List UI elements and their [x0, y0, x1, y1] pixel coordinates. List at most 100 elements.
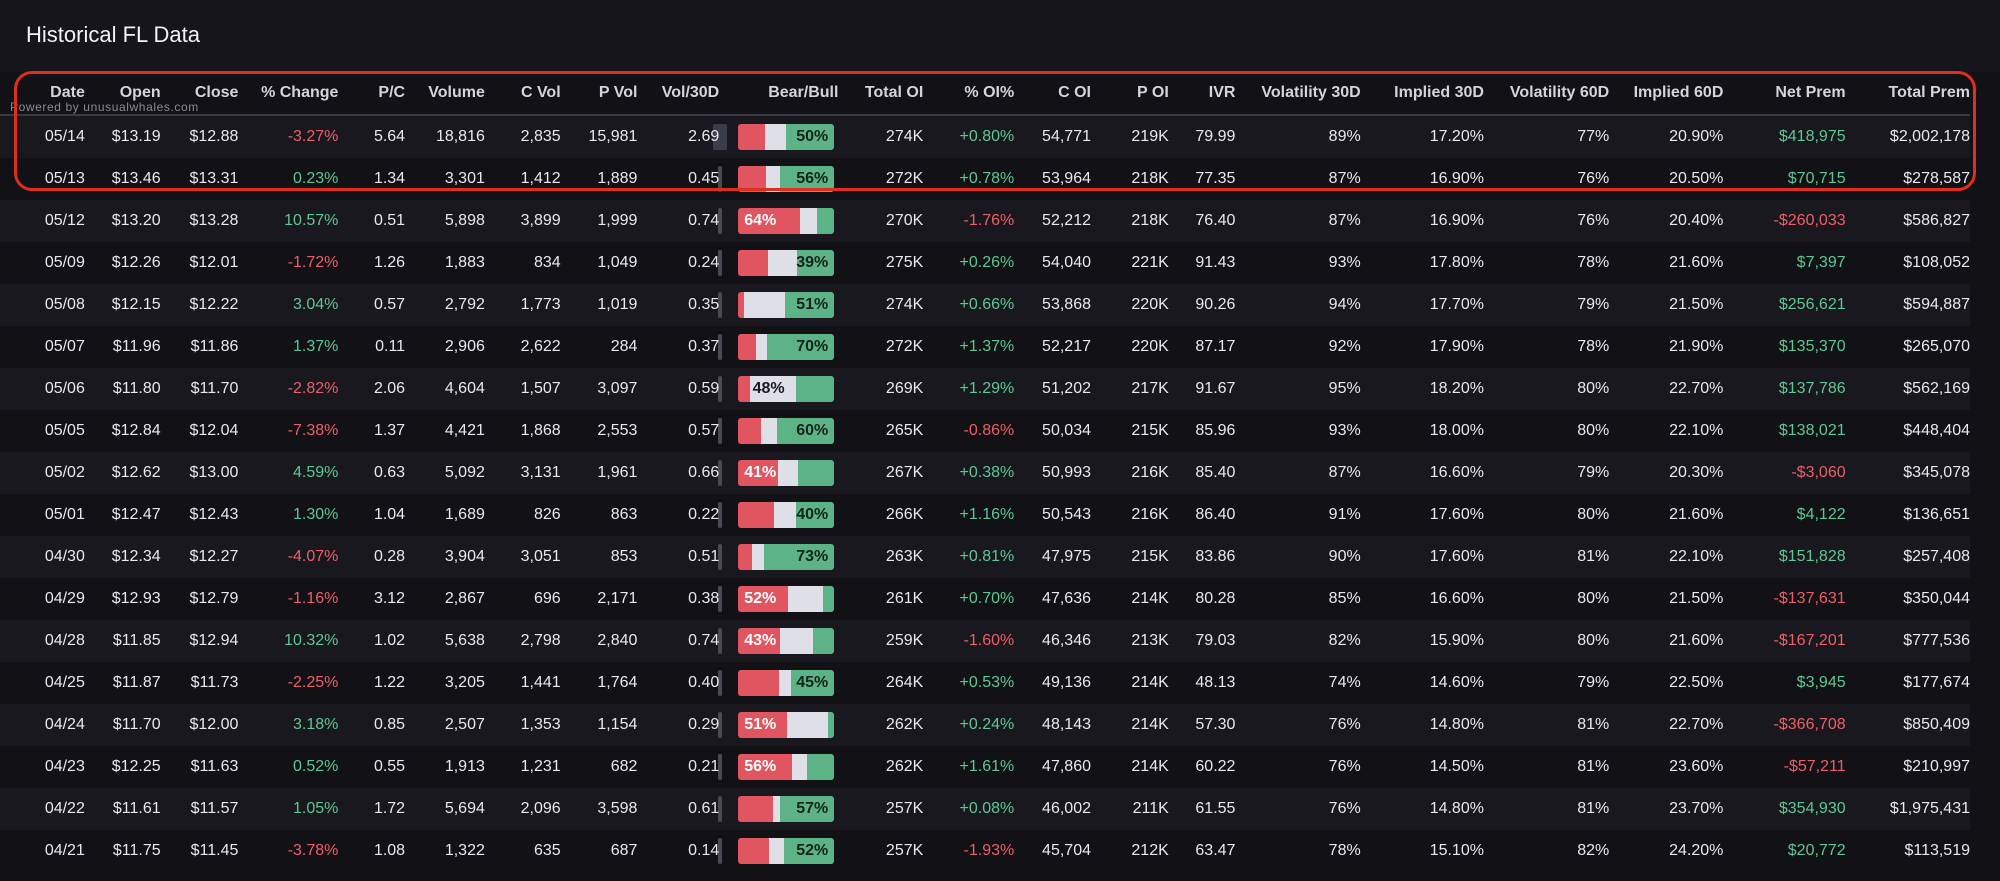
col-header-open[interactable]: Open	[119, 84, 161, 101]
bull-segment	[785, 292, 835, 318]
bear-bull-bar: 45%	[738, 670, 835, 696]
bear-bull-cell: 56%	[719, 158, 838, 200]
p-vol-cell: 2,171	[597, 590, 638, 607]
vol-30d-cell: 0.74	[637, 200, 723, 242]
bear-bull-bar: 64%	[738, 208, 835, 234]
table-row[interactable]: 04/24 $11.70 $12.00 3.18% 0.85 2,507 1,353 1,15…	[0, 704, 1970, 746]
c-oi-cell: 46,002	[1042, 800, 1091, 817]
c-oi-cell: 47,975	[1042, 548, 1091, 565]
table-row[interactable]: 05/02 $12.62 $13.00 4.59% 0.63 5,092 3,131 1,96…	[0, 452, 1970, 494]
table-row[interactable]: 04/21 $11.75 $11.45 -3.78% 1.08 1,322 635 687 0.…	[0, 830, 1970, 872]
col-header-total-prem[interactable]: Total Prem	[1888, 84, 1971, 101]
total-prem-cell: $350,044	[1903, 590, 1970, 607]
ivr-cell: 60.22	[1195, 758, 1236, 775]
c-oi-cell: 51,202	[1042, 380, 1091, 397]
bear-segment	[738, 502, 774, 528]
net-prem-cell: $138,021	[1778, 422, 1846, 439]
vol-30d-value: 0.74	[688, 632, 720, 649]
bear-segment	[738, 796, 773, 822]
volume-cell: 5,898	[444, 212, 485, 229]
bear-bull-bar: 56%	[738, 166, 835, 192]
neutral-segment	[791, 754, 808, 780]
table-row[interactable]: 05/09 $12.26 $12.01 -1.72% 1.26 1,883 834 1,049…	[0, 242, 1970, 284]
col-header-date[interactable]: Date	[50, 84, 85, 101]
oi-pct-cell: +0.80%	[959, 128, 1015, 145]
bull-segment	[779, 796, 835, 822]
neutral-segment	[749, 376, 796, 402]
date-cell: 05/08	[44, 296, 85, 313]
vol-30d-value: 0.61	[688, 800, 720, 817]
col-header-c-oi[interactable]: C OI	[1058, 84, 1091, 101]
volume-cell: 2,867	[444, 590, 485, 607]
pc-cell: 0.11	[375, 338, 406, 355]
table-row[interactable]: 05/06 $11.80 $11.70 -2.82% 2.06 4,604 1,507 3,0…	[0, 368, 1970, 410]
col-header-close[interactable]: Close	[194, 84, 239, 101]
col-header-vol-30d[interactable]: Vol/30D	[661, 84, 720, 101]
volume-cell: 5,092	[444, 464, 485, 481]
oi-pct-cell: +0.53%	[959, 674, 1015, 691]
volatility-30d-cell: 94%	[1328, 296, 1361, 313]
col-header-volatility-60d[interactable]: Volatility 60D	[1509, 84, 1610, 101]
vol-30d-marker	[718, 628, 723, 654]
col-header-p-oi[interactable]: P OI	[1137, 84, 1169, 101]
volatility-60d-cell: 78%	[1577, 338, 1610, 355]
bear-bull-label: 41%	[744, 464, 777, 481]
vol-30d-value: 0.37	[688, 338, 720, 355]
implied-60d-cell: 23.70%	[1669, 800, 1724, 817]
bear-bull-cell: 52%	[719, 578, 838, 620]
oi-pct-cell: +0.08%	[959, 800, 1015, 817]
col-header-pc[interactable]: P/C	[378, 84, 406, 101]
table-row[interactable]: 05/13 $13.46 $13.31 0.23% 1.34 3,301 1,412 1,88…	[0, 158, 1970, 200]
net-prem-cell: $70,715	[1787, 170, 1846, 187]
pct-change-cell: 10.32%	[284, 632, 339, 649]
net-prem-cell: -$260,033	[1773, 212, 1846, 229]
col-header-ivr[interactable]: IVR	[1208, 84, 1236, 101]
c-vol-cell: 2,622	[520, 338, 561, 355]
col-header-net-prem[interactable]: Net Prem	[1775, 84, 1846, 101]
volatility-30d-cell: 85%	[1328, 590, 1361, 607]
table-row[interactable]: 04/28 $11.85 $12.94 10.32% 1.02 5,638 2,798 2,8…	[0, 620, 1970, 662]
vol-30d-value: 0.35	[688, 296, 720, 313]
table-row[interactable]: 04/30 $12.34 $12.27 -4.07% 0.28 3,904 3,051 853…	[0, 536, 1970, 578]
col-header-implied-30d[interactable]: Implied 30D	[1394, 84, 1484, 101]
col-header-volatility-30d[interactable]: Volatility 30D	[1261, 84, 1361, 101]
net-prem-cell: $7,397	[1796, 254, 1846, 271]
col-header-p-vol[interactable]: P Vol	[598, 84, 638, 101]
close-cell: $13.28	[189, 212, 239, 229]
p-oi-cell: 216K	[1131, 464, 1169, 481]
col-header-implied-60d[interactable]: Implied 60D	[1633, 84, 1724, 101]
col-header-oi-pct[interactable]: % OI%	[964, 84, 1015, 101]
col-header-volume[interactable]: Volume	[428, 84, 485, 101]
table-row[interactable]: 04/22 $11.61 $11.57 1.05% 1.72 5,694 2,096 3,59…	[0, 788, 1970, 830]
table-row[interactable]: 05/08 $12.15 $12.22 3.04% 0.57 2,792 1,773 1,01…	[0, 284, 1970, 326]
table-row[interactable]: 05/05 $12.84 $12.04 -7.38% 1.37 4,421 1,868 2,5…	[0, 410, 1970, 452]
table-row[interactable]: 04/25 $11.87 $11.73 -2.25% 1.22 3,205 1,441 1,7…	[0, 662, 1970, 704]
volume-cell: 18,816	[435, 128, 485, 145]
table-row[interactable]: 04/29 $12.93 $12.79 -1.16% 3.12 2,867 696 2,171…	[0, 578, 1970, 620]
vol-30d-marker	[718, 544, 723, 570]
table-row[interactable]: 05/12 $13.20 $13.28 10.57% 0.51 5,898 3,899 1,9…	[0, 200, 1970, 242]
pct-change-cell: 1.05%	[293, 800, 339, 817]
implied-60d-cell: 21.60%	[1669, 254, 1724, 271]
table-row[interactable]: 04/23 $12.25 $11.63 0.52% 0.55 1,913 1,231 682 0…	[0, 746, 1970, 788]
implied-60d-cell: 24.20%	[1669, 842, 1724, 859]
neutral-segment	[743, 292, 786, 318]
implied-60d-cell: 20.30%	[1669, 464, 1724, 481]
bear-bull-label: 52%	[796, 842, 829, 859]
col-header-total-oi[interactable]: Total OI	[864, 84, 924, 101]
col-header-c-vol[interactable]: C Vol	[520, 84, 561, 101]
table-row[interactable]: 05/14 $13.19 $12.88 -3.27% 5.64 18,816 2,835 15…	[0, 115, 1970, 158]
bear-bull-label: 50%	[796, 128, 829, 145]
volatility-60d-cell: 76%	[1577, 212, 1610, 229]
total-prem-cell: $777,536	[1903, 632, 1970, 649]
col-header-pct-change[interactable]: % Change	[261, 84, 339, 101]
table-row[interactable]: 05/07 $11.96 $11.86 1.37% 0.11 2,906 2,622 284 0…	[0, 326, 1970, 368]
vol-30d-marker	[718, 586, 723, 612]
volatility-60d-cell: 79%	[1577, 674, 1610, 691]
vol-30d-marker	[718, 418, 723, 444]
table-row[interactable]: 05/01 $12.47 $12.43 1.30% 1.04 1,689 826 863 0.2…	[0, 494, 1970, 536]
date-cell: 04/30	[44, 548, 85, 565]
pct-change-cell: -2.82%	[287, 380, 339, 397]
net-prem-cell: -$57,211	[1783, 758, 1846, 775]
col-header-bear-bull[interactable]: Bear/Bull	[768, 84, 839, 101]
